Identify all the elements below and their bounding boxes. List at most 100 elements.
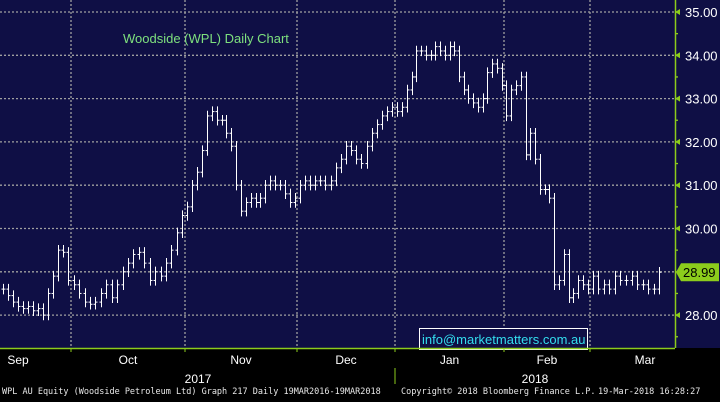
ohlc-bar — [476, 97, 481, 113]
ohlc-bar — [424, 45, 429, 61]
ohlc-bar — [390, 102, 395, 117]
ohlc-bar — [142, 247, 147, 269]
ohlc-bar — [318, 175, 323, 187]
ohlc-bar — [104, 279, 109, 299]
ohlc-bar — [185, 201, 190, 221]
x-month-label: Oct — [119, 353, 138, 367]
ohlc-bar — [131, 249, 136, 269]
ohlc-bar — [471, 93, 476, 109]
ohlc-bar — [169, 244, 174, 269]
ohlc-bar — [419, 45, 424, 57]
ohlc-bar — [630, 270, 635, 286]
ohlc-bar — [175, 227, 180, 256]
ohlc-bar — [552, 192, 557, 290]
footer-timestamp: 19-Mar-2018 16:28:27 — [598, 387, 701, 397]
x-month-label: Nov — [230, 353, 251, 367]
ohlc-bar — [298, 180, 303, 204]
ohlc-bar — [652, 283, 657, 295]
footer-copyright: Copyright© 2018 Bloomberg Finance L.P. — [401, 387, 596, 397]
ohlc-bar — [66, 247, 71, 286]
ohlc-bar — [657, 267, 662, 295]
ohlc-bar — [88, 296, 93, 310]
ohlc-bar — [229, 128, 234, 152]
ohlc-bar — [344, 141, 349, 165]
ohlc-bar — [596, 270, 601, 295]
ohlc-bar — [576, 275, 581, 299]
ohlc-bar — [1, 283, 6, 295]
ohlc-bar — [524, 71, 529, 161]
ohlc-bar — [210, 106, 215, 122]
ohlc-bar — [313, 175, 318, 191]
ohlc-bar — [543, 184, 548, 195]
ohlc-bar — [137, 247, 142, 260]
ohlc-bar — [195, 167, 200, 191]
ohlc-bar — [452, 41, 457, 57]
y-tick-marker — [675, 52, 680, 59]
x-month-label: Jan — [440, 353, 459, 367]
ohlc-bar — [349, 141, 354, 156]
ohlc-bar — [528, 128, 533, 161]
y-tick-label: 32.00 — [685, 135, 718, 150]
ohlc-bar — [83, 288, 88, 308]
y-tick-marker — [675, 95, 680, 102]
ohlc-bar — [153, 266, 158, 286]
ohlc-bar — [641, 279, 646, 290]
x-year-label: 2018 — [522, 372, 549, 386]
ohlc-bar — [263, 180, 268, 204]
ohlc-bar — [77, 279, 82, 299]
ohlc-bar — [538, 154, 543, 195]
ohlc-bar — [557, 275, 562, 290]
ohlc-bar — [375, 119, 380, 139]
ohlc-bar — [339, 154, 344, 174]
ohlc-bar — [244, 197, 249, 217]
ohlc-bar — [547, 184, 552, 204]
footer-security: WPL AU Equity (Woodside Petroleum Ltd) G… — [2, 387, 381, 397]
x-month-label: Mar — [635, 353, 656, 367]
ohlc-bar — [200, 145, 205, 178]
ohlc-bar — [613, 270, 618, 295]
ohlc-bar — [164, 257, 169, 282]
ohlc-bar — [215, 106, 220, 126]
ohlc-bar — [591, 270, 596, 295]
x-year-label: 2017 — [185, 372, 212, 386]
ohlc-bar — [646, 279, 651, 295]
ohlc-bar — [148, 257, 153, 286]
ohlc-bar — [405, 84, 410, 113]
ohlc-bar — [234, 141, 239, 191]
ohlc-bar — [283, 180, 288, 200]
ohlc-bar — [581, 275, 586, 290]
ohlc-bar — [41, 303, 46, 321]
ohlc-bar — [6, 283, 11, 301]
ohlc-bar — [438, 41, 443, 57]
ohlc-bar — [180, 210, 185, 239]
ohlc-bar — [365, 141, 370, 169]
ohlc-bar — [93, 296, 98, 310]
ohlc-bar — [571, 288, 576, 303]
ohlc-bar — [607, 279, 612, 295]
ohlc-bar — [36, 303, 41, 316]
ohlc-bar — [433, 41, 438, 61]
ohlc-bar — [509, 84, 514, 122]
ohlc-bar — [288, 188, 293, 208]
ohlc-bar — [249, 192, 254, 208]
ohlc-bar — [495, 58, 500, 74]
ohlc-bar — [56, 244, 61, 282]
last-price-label: 28.99 — [683, 265, 716, 280]
ohlc-bar — [110, 279, 115, 303]
ohlc-bar — [443, 45, 448, 61]
ohlc-bar — [31, 301, 36, 316]
ohlc-bar — [429, 50, 434, 61]
ohlc-bar — [224, 115, 229, 139]
ohlc-bar — [635, 270, 640, 290]
axis-background — [675, 0, 720, 348]
ohlc-bar — [504, 80, 509, 122]
ohlc-bar — [602, 279, 607, 295]
ohlc-bar — [490, 58, 495, 78]
ohlc-bar — [16, 296, 21, 312]
ohlc-bar — [410, 71, 415, 96]
y-tick-label: 28.00 — [685, 308, 718, 323]
ohlc-bar — [159, 266, 164, 282]
ohlc-bar — [514, 80, 519, 96]
watermark-email: info@marketmatters.com.au — [422, 332, 585, 347]
